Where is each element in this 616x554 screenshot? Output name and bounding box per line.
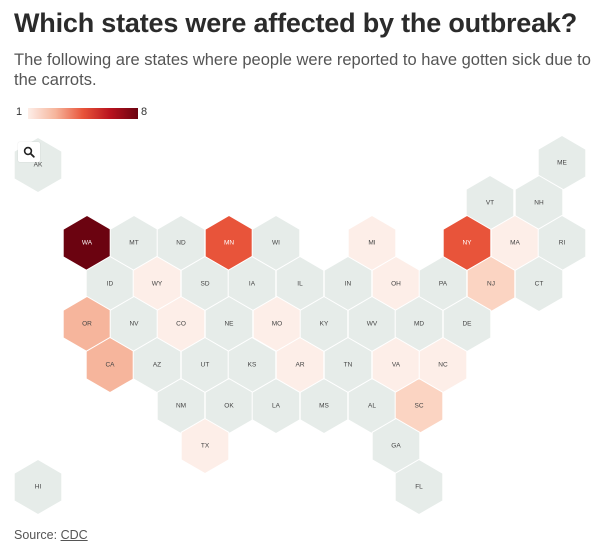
chart-subtitle: The following are states where people we…: [14, 51, 591, 89]
state-label: MA: [510, 240, 520, 247]
state-label: IA: [249, 281, 256, 288]
state-label: NE: [224, 321, 234, 328]
state-label: ID: [107, 281, 114, 288]
state-label: NC: [438, 362, 448, 369]
state-label: WA: [82, 240, 93, 247]
state-label: AL: [368, 403, 376, 410]
state-label: VA: [392, 362, 401, 369]
search-icon: [23, 146, 35, 158]
state-label: SD: [200, 281, 209, 288]
state-label: LA: [272, 403, 281, 410]
state-label: TN: [344, 362, 353, 369]
source-prefix: Source:: [14, 528, 61, 542]
legend-max-label: 8: [141, 106, 148, 118]
state-hex: [13, 458, 63, 516]
state-label: NJ: [487, 281, 495, 288]
state-label: MD: [414, 321, 424, 328]
state-label: RI: [559, 240, 566, 247]
state-label: CA: [105, 362, 115, 369]
state-tile-tx[interactable]: TX: [180, 417, 230, 475]
state-label: OR: [82, 321, 92, 328]
state-label: FL: [415, 484, 423, 491]
state-label: NY: [462, 240, 472, 247]
state-label: KY: [320, 321, 329, 328]
state-label: OK: [224, 403, 234, 410]
state-label: WV: [367, 321, 378, 328]
state-label: TX: [201, 443, 210, 450]
state-tile-hi[interactable]: HI: [13, 458, 63, 516]
legend-gradient-bar: [28, 108, 138, 119]
source-note: Source: CDC: [14, 528, 88, 542]
state-label: SC: [414, 403, 423, 410]
zoom-button[interactable]: [18, 142, 40, 162]
state-label: KS: [248, 362, 257, 369]
state-label: MN: [224, 240, 234, 247]
state-label: AZ: [153, 362, 161, 369]
state-label: MS: [319, 403, 329, 410]
state-label: MT: [129, 240, 138, 247]
state-label: GA: [391, 443, 401, 450]
state-label: MI: [368, 240, 375, 247]
state-hex: [514, 255, 564, 313]
state-label: WI: [272, 240, 280, 247]
state-tile-fl[interactable]: FL: [394, 458, 444, 516]
state-label: NM: [176, 403, 186, 410]
state-label: CT: [535, 281, 544, 288]
state-label: NH: [534, 200, 544, 207]
state-label: AR: [295, 362, 304, 369]
source-link[interactable]: CDC: [60, 528, 88, 542]
state-label: PA: [439, 281, 448, 288]
state-hex: [394, 458, 444, 516]
state-label: VT: [486, 200, 494, 207]
state-label: ND: [176, 240, 186, 247]
state-label: IL: [297, 281, 303, 288]
state-label: OH: [391, 281, 401, 288]
state-label: IN: [345, 281, 352, 288]
state-label: CO: [176, 321, 186, 328]
state-label: HI: [35, 484, 42, 491]
color-legend: 1 8: [14, 105, 154, 121]
state-hex: [180, 417, 230, 475]
state-tile-ct[interactable]: CT: [514, 255, 564, 313]
state-label: DE: [462, 321, 472, 328]
state-label: AK: [34, 162, 43, 169]
state-label: UT: [201, 362, 210, 369]
chart-title: Which states were affected by the outbre…: [14, 8, 578, 38]
legend-min-label: 1: [16, 106, 23, 118]
state-label: NV: [129, 321, 139, 328]
state-label: ME: [557, 160, 567, 167]
state-label: WY: [152, 281, 163, 288]
state-label: MO: [272, 321, 282, 328]
